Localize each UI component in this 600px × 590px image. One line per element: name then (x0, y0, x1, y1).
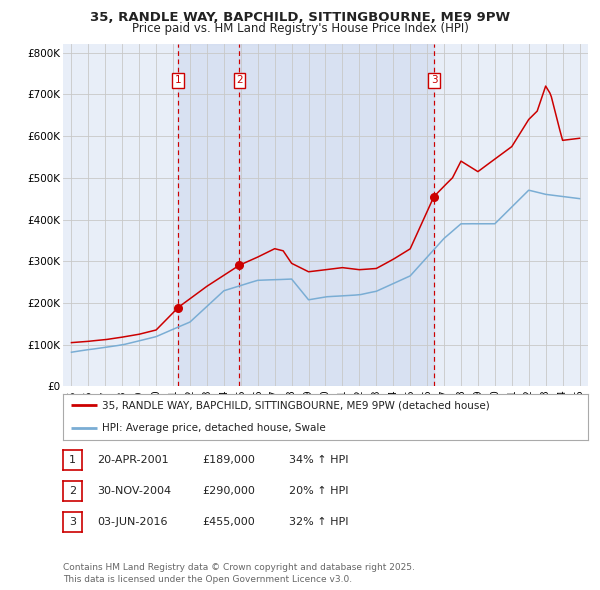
Text: Contains HM Land Registry data © Crown copyright and database right 2025.
This d: Contains HM Land Registry data © Crown c… (63, 563, 415, 584)
Text: 20% ↑ HPI: 20% ↑ HPI (289, 486, 349, 496)
Text: 2: 2 (236, 75, 243, 85)
Text: 34% ↑ HPI: 34% ↑ HPI (289, 455, 349, 465)
Text: 1: 1 (175, 75, 181, 85)
Text: 35, RANDLE WAY, BAPCHILD, SITTINGBOURNE, ME9 9PW: 35, RANDLE WAY, BAPCHILD, SITTINGBOURNE,… (90, 11, 510, 24)
Bar (239, 44, 434, 386)
Text: 35, RANDLE WAY, BAPCHILD, SITTINGBOURNE, ME9 9PW (detached house): 35, RANDLE WAY, BAPCHILD, SITTINGBOURNE,… (103, 401, 490, 411)
Text: £455,000: £455,000 (202, 517, 255, 526)
Text: Price paid vs. HM Land Registry's House Price Index (HPI): Price paid vs. HM Land Registry's House … (131, 22, 469, 35)
Text: 20-APR-2001: 20-APR-2001 (97, 455, 169, 465)
Text: £189,000: £189,000 (202, 455, 255, 465)
Text: £290,000: £290,000 (202, 486, 255, 496)
Text: 3: 3 (431, 75, 437, 85)
Bar (178, 44, 239, 386)
Text: 1: 1 (69, 455, 76, 465)
Text: 2: 2 (69, 486, 76, 496)
Text: 32% ↑ HPI: 32% ↑ HPI (289, 517, 349, 526)
Text: 30-NOV-2004: 30-NOV-2004 (97, 486, 172, 496)
Text: 3: 3 (69, 517, 76, 526)
Text: 03-JUN-2016: 03-JUN-2016 (97, 517, 168, 526)
Text: HPI: Average price, detached house, Swale: HPI: Average price, detached house, Swal… (103, 422, 326, 432)
